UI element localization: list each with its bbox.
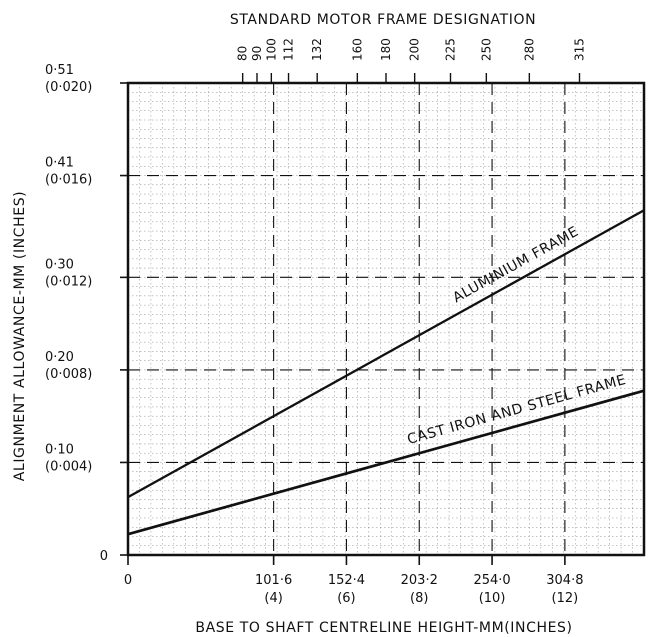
y-tick-sublabel: (0·008) [45, 367, 92, 382]
aluminium-frame-line [127, 209, 645, 499]
x-tick-sublabel: (8) [410, 591, 428, 606]
x-tick-sublabel: (6) [337, 591, 355, 606]
y-tick-sublabel: (0·016) [45, 173, 92, 188]
x-tick-sublabel: (10) [479, 591, 506, 606]
top-axis-label: 80 [236, 46, 250, 61]
grid-layer [127, 82, 645, 556]
x-tick-label: 152·4 [328, 573, 365, 588]
y-tick-sublabel: (0·004) [45, 459, 92, 474]
axis-layer [120, 73, 646, 565]
top-axis-label: 112 [282, 38, 296, 61]
top-axis-label: 315 [573, 38, 587, 61]
aluminium-frame-label: ALUMINIUM FRAME [450, 224, 581, 307]
x-axis-label: BASE TO SHAFT CENTRELINE HEIGHT-MM(INCHE… [195, 620, 572, 636]
top-axis-label: 280 [522, 38, 536, 61]
top-axis-label: 225 [444, 38, 458, 61]
top-axis-label: 180 [379, 38, 393, 61]
y-tick-label: 0 [100, 549, 108, 564]
top-axis-label: 100 [264, 38, 278, 61]
x-tick-sublabel: (12) [552, 591, 579, 606]
y-tick-label: 0·51 [45, 63, 74, 78]
y-tick-sublabel: (0·020) [45, 80, 92, 95]
x-tick-label: 304·8 [546, 573, 583, 588]
x-tick-label: 0 [124, 573, 132, 588]
y-tick-label: 0·10 [45, 442, 74, 457]
x-tick-label: 254·0 [473, 573, 510, 588]
top-axis-label: 132 [310, 38, 324, 61]
x-tick-sublabel: (4) [264, 591, 282, 606]
cast-iron-steel-frame-line [127, 389, 645, 536]
top-axis-label: 90 [250, 46, 264, 61]
chart-title: STANDARD MOTOR FRAME DESIGNATION [230, 12, 536, 28]
top-axis-label: 160 [350, 38, 364, 61]
y-tick-sublabel: (0·012) [45, 274, 92, 289]
series-layer [127, 209, 645, 536]
y-axis-label: ALIGNMENT ALLOWANCE-MM (INCHES) [12, 191, 28, 482]
x-tick-label: 203·2 [401, 573, 438, 588]
y-tick-label: 0·41 [45, 156, 74, 171]
plot-frame [126, 81, 646, 557]
cast-iron-steel-frame-label: CAST IRON AND STEEL FRAME [406, 372, 628, 448]
y-tick-label: 0·30 [45, 257, 74, 272]
x-tick-label: 101·6 [255, 573, 292, 588]
y-tick-label: 0·20 [45, 350, 74, 365]
top-axis-label: 200 [408, 38, 422, 61]
label-layer: 0 101·6 (4) 152·4 (6) 203·2 (8) 254·0 (10) 304·8 (… [45, 38, 628, 606]
top-axis-label: 250 [479, 38, 493, 61]
